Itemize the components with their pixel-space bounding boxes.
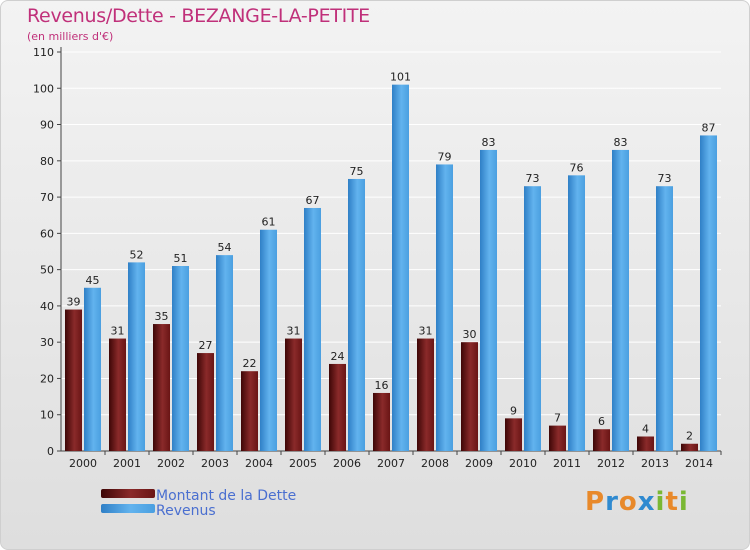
debt-bar [153,324,170,451]
legend-swatch [101,504,155,513]
y-tick-label: 40 [40,300,54,313]
data-label: 52 [130,248,144,261]
legend-swatch [101,489,155,498]
revenue-bar [700,135,717,451]
revenue-bar [392,84,409,452]
data-label: 101 [390,71,411,84]
data-label: 75 [350,165,364,178]
revenue-bar [568,175,585,451]
data-label: 79 [438,150,452,163]
y-tick-label: 70 [40,191,54,204]
chart-subtitle: (en milliers d'€) [27,30,114,43]
data-label: 35 [155,310,169,323]
data-label: 61 [262,216,276,229]
y-tick-label: 20 [40,372,54,385]
data-label: 31 [419,325,433,338]
revenue-bar [348,178,365,452]
x-tick-label: 2005 [289,457,317,470]
y-tick-label: 60 [40,227,54,240]
data-label: 73 [526,172,540,185]
y-tick-label: 110 [33,46,54,59]
x-tick-label: 2012 [597,457,625,470]
y-tick-label: 80 [40,155,54,168]
revenue-bar [128,262,145,451]
debt-bar [461,342,478,451]
y-tick-label: 100 [33,82,54,95]
chart-title: Revenus/Dette - BEZANGE-LA-PETITE [27,5,370,27]
debt-bar [241,371,258,451]
x-tick-label: 2000 [69,457,97,470]
legend-label: Revenus [156,503,216,519]
data-label: 2 [686,430,693,443]
data-label: 67 [306,194,320,207]
x-tick-label: 2010 [509,457,537,470]
data-label: 83 [482,136,496,149]
data-label: 4 [642,422,649,435]
data-label: 39 [67,296,81,309]
revenue-bar [172,266,189,451]
data-label: 30 [463,328,477,341]
debt-bar [593,429,610,451]
y-tick-label: 50 [40,264,54,277]
x-tick-label: 2014 [685,457,713,470]
revenue-bar [260,229,277,451]
proxiti-logo: Proxiti [585,487,689,517]
debt-bar [329,363,346,451]
debt-bar [109,338,126,451]
x-tick-label: 2013 [641,457,669,470]
x-tick-label: 2011 [553,457,581,470]
legend-label: Montant de la Dette [156,488,296,504]
y-tick-label: 10 [40,409,54,422]
debt-bar [65,309,82,451]
debt-bar [505,418,522,451]
debt-bar [197,353,214,451]
revenue-bar [84,287,101,451]
data-label: 87 [702,121,716,134]
data-label: 54 [218,241,232,254]
x-tick-label: 2001 [113,457,141,470]
x-tick-label: 2007 [377,457,405,470]
x-tick-label: 2002 [157,457,185,470]
data-label: 51 [174,252,188,265]
debt-bar [417,338,434,451]
debt-bar [373,392,390,451]
data-label: 24 [331,350,345,363]
revenue-bar [480,149,497,451]
y-tick-label: 0 [47,445,54,458]
revenue-bar [524,186,541,451]
x-tick-label: 2003 [201,457,229,470]
data-label: 22 [243,357,257,370]
data-label: 45 [86,274,100,287]
debt-bar [549,425,566,451]
data-label: 27 [199,339,213,352]
x-tick-label: 2009 [465,457,493,470]
data-label: 9 [510,404,517,417]
x-tick-label: 2008 [421,457,449,470]
x-tick-label: 2006 [333,457,361,470]
debt-bar [637,436,654,451]
revenue-bar [656,186,673,451]
data-label: 7 [554,412,561,425]
revenue-bar [436,164,453,452]
data-label: 16 [375,379,389,392]
y-tick-label: 30 [40,336,54,349]
y-tick-label: 90 [40,119,54,132]
data-label: 6 [598,415,605,428]
debt-bar [285,338,302,451]
data-label: 73 [658,172,672,185]
revenue-bar [304,207,321,451]
data-label: 76 [570,161,584,174]
debt-bar [681,443,698,451]
x-tick-label: 2004 [245,457,273,470]
revenue-bar [612,149,629,451]
data-label: 83 [614,136,628,149]
data-label: 31 [287,325,301,338]
revenue-bar [216,255,233,451]
data-label: 31 [111,325,125,338]
